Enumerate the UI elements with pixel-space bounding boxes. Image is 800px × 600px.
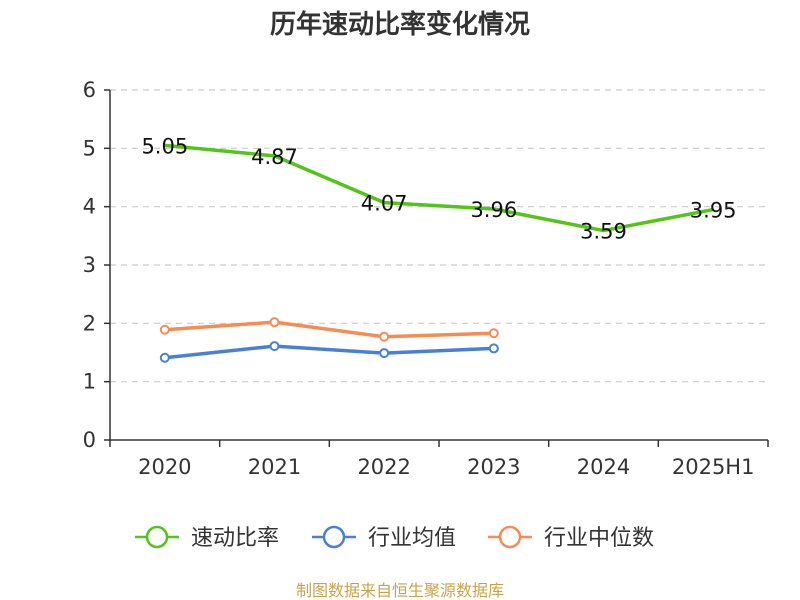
- legend-marker-icon: [498, 525, 522, 549]
- data-point: [159, 352, 170, 363]
- axes: 0 1 2 3 4 5 6 2020 2021 2022 2023 2024 2025H1: [83, 78, 769, 479]
- y-tick-label: 2: [83, 311, 96, 335]
- y-tick-label: 4: [83, 195, 96, 219]
- legend-label: 行业中位数: [544, 526, 654, 551]
- legend-label: 速动比率: [191, 526, 279, 551]
- legend-item-3: 行业中位数: [488, 525, 654, 551]
- data-point: [488, 343, 499, 354]
- data-label: 5.05: [141, 134, 188, 158]
- x-tick-label: 2021: [248, 455, 301, 479]
- x-tick-label: 2024: [577, 455, 630, 479]
- x-tick-label: 2022: [357, 455, 410, 479]
- legend-marker-icon: [322, 525, 346, 549]
- data-label: 3.95: [690, 199, 737, 223]
- data-point: [269, 341, 280, 352]
- legend-item-1: 速动比率: [135, 525, 279, 551]
- data-label: 4.87: [251, 145, 298, 169]
- data-point: [488, 328, 499, 339]
- legend-label: 行业均值: [368, 526, 456, 551]
- data-point: [379, 348, 390, 359]
- series-line-3: [164, 320, 494, 339]
- data-label: 3.96: [470, 198, 517, 222]
- data-point: [269, 317, 280, 328]
- x-tick-label: 2020: [138, 455, 191, 479]
- data-point: [379, 331, 390, 342]
- series-layer: [159, 143, 714, 363]
- y-tick-label: 6: [83, 78, 96, 102]
- y-tick-label: 0: [83, 428, 96, 452]
- data-point: [159, 324, 170, 335]
- series-line-1: [164, 143, 714, 233]
- x-tick-label: 2023: [467, 455, 520, 479]
- y-tick-label: 3: [83, 253, 96, 277]
- chart-title: 历年速动比率变化情况: [270, 9, 530, 40]
- y-tick-label: 1: [83, 370, 96, 394]
- data-label: 4.07: [361, 192, 408, 216]
- data-labels: 5.05 4.87 4.07 3.96 3.59 3.95: [141, 134, 736, 243]
- grid-lines: [110, 89, 768, 383]
- legend-marker-icon: [145, 525, 169, 549]
- source-note: 制图数据来自恒生聚源数据库: [296, 581, 504, 600]
- series-line-2: [164, 344, 494, 360]
- data-label: 3.59: [580, 220, 627, 244]
- legend: 速动比率 行业均值 行业中位数: [135, 525, 654, 551]
- legend-item-2: 行业均值: [312, 525, 456, 551]
- x-tick-label: 2025H1: [672, 455, 755, 479]
- y-tick-label: 5: [83, 136, 96, 160]
